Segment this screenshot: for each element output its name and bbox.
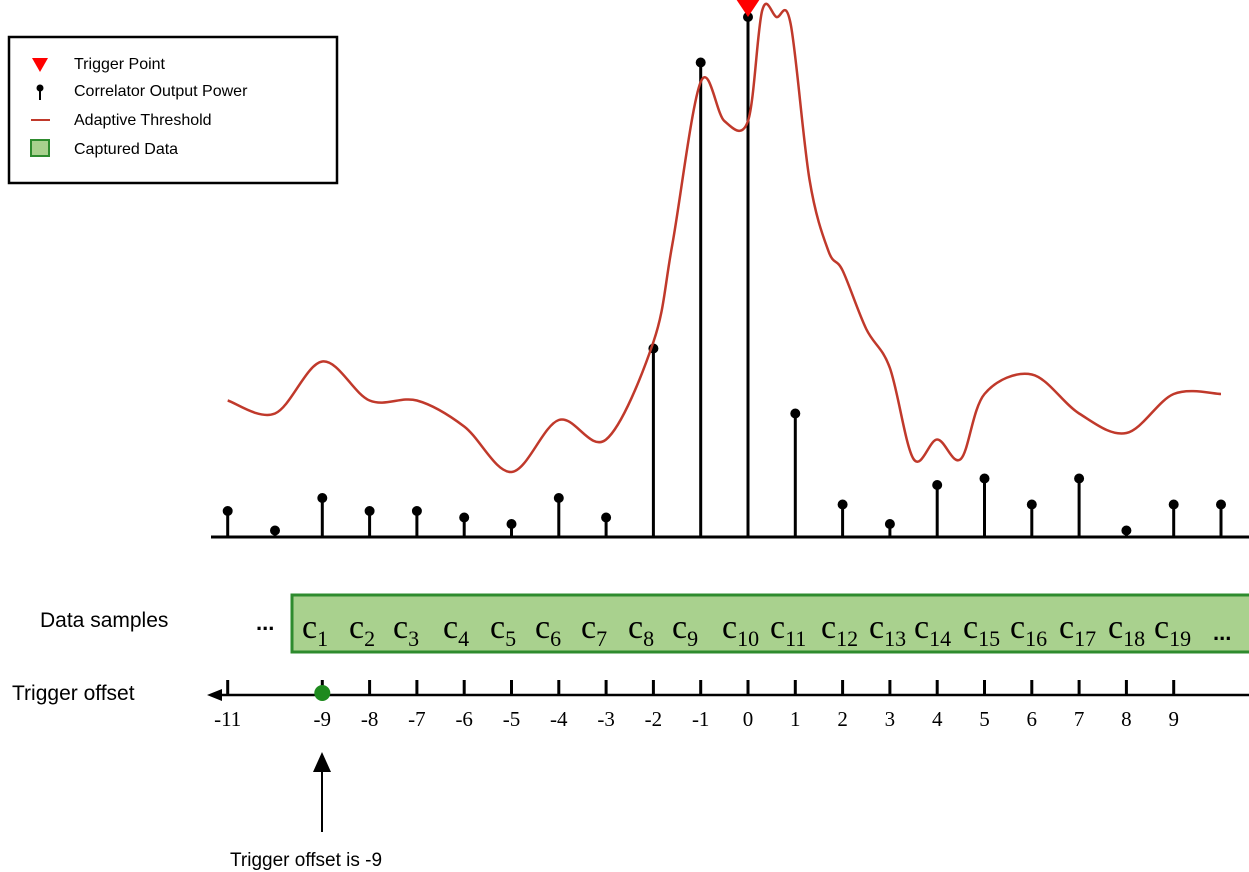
axis-tick-label: 7	[1074, 707, 1085, 731]
correlator-stem-head	[601, 512, 612, 523]
stems-group	[222, 12, 1226, 537]
green-box-icon	[30, 139, 50, 157]
correlator-stem-head	[932, 480, 943, 490]
axis-tick-label: -3	[597, 707, 615, 731]
correlator-stem-head	[317, 493, 328, 503]
correlator-stem-head	[1216, 499, 1226, 510]
ellipsis-right: ...	[1213, 620, 1231, 645]
legend-label-trigger: Trigger Point	[74, 56, 166, 73]
trigger-offset-label: Trigger offset	[12, 682, 135, 705]
legend-label-captured: Captured Data	[74, 141, 178, 158]
axis-tick-label: -7	[408, 707, 426, 731]
axis-tick-label: -8	[361, 707, 379, 731]
data-sample: c15	[963, 609, 1000, 651]
correlator-stem-head	[884, 519, 895, 529]
axis-ticks-group: -11 -9 -8 -7 -6 -5 -4 -3 -2 -1 0 1 2 3 4 5 6 7 8 9	[214, 680, 1179, 731]
correlator-stem-head	[695, 57, 706, 68]
legend-label-correlator: Correlator Output Power	[74, 83, 248, 100]
correlator-stem-head	[364, 506, 375, 516]
legend-label-threshold: Adaptive Threshold	[74, 112, 212, 129]
data-sample: c19	[1154, 609, 1191, 651]
red-triangle-icon	[32, 58, 48, 72]
correlator-stem-head	[222, 506, 233, 516]
axis-tick-label: 6	[1027, 707, 1038, 731]
stem-icon-head	[36, 84, 44, 92]
data-sample: c1	[302, 609, 328, 651]
correlator-stem-head	[553, 493, 564, 503]
correlator-stem-head	[979, 473, 990, 484]
correlator-stem-head	[1074, 473, 1085, 484]
axis-tick-label: -9	[314, 707, 332, 731]
axis-tick-label: 5	[979, 707, 990, 731]
samples-group: c1 c2 c3 c4 c5 c6 c7 c8 c9 c10 c11 c12 c13 c14 c15 c16 c…	[302, 609, 1191, 651]
correlator-stem-head	[1121, 525, 1132, 536]
correlator-stem-head	[1168, 499, 1179, 510]
axis-tick-label: 1	[790, 707, 801, 731]
data-sample: c8	[628, 609, 654, 651]
axis-tick-label: 4	[932, 707, 943, 731]
data-sample: c3	[393, 609, 419, 651]
axis-tick-label: -11	[214, 707, 241, 731]
legend-box	[7, 35, 339, 185]
correlator-stem-head	[1026, 499, 1037, 510]
axis-tick-label: -6	[455, 707, 473, 731]
data-sample: c6	[535, 609, 561, 651]
data-sample: c10	[722, 609, 759, 651]
axis-tick-label: -2	[645, 707, 663, 731]
data-sample: c9	[672, 609, 698, 651]
axis-tick-label: -1	[692, 707, 710, 731]
correlator-stem-head	[270, 525, 280, 536]
data-sample: c4	[443, 609, 469, 651]
axis-tick-label: -5	[503, 707, 521, 731]
correlator-stem-head	[411, 506, 422, 516]
data-sample: c2	[349, 609, 375, 651]
axis-tick-label: 0	[743, 707, 754, 731]
data-sample: c11	[770, 609, 806, 651]
annotation-text: Trigger offset is -9	[230, 850, 382, 871]
trigger-point-icon	[736, 0, 760, 17]
axis-arrow-left-icon	[207, 689, 222, 701]
data-samples-label: Data samples	[40, 609, 168, 632]
correlator-stem-head	[837, 499, 848, 510]
axis-tick-label: -4	[550, 707, 568, 731]
data-sample: c13	[869, 609, 906, 651]
data-sample: c18	[1108, 609, 1145, 651]
arrow-up-icon	[313, 752, 331, 772]
data-sample: c5	[490, 609, 516, 651]
data-sample: c17	[1059, 609, 1096, 651]
data-sample: c7	[581, 609, 607, 651]
selected-offset-marker	[314, 685, 331, 701]
correlator-stem-head	[790, 408, 801, 419]
legend: Trigger Point Correlator Output Power Ad…	[7, 35, 339, 185]
axis-tick-label: 3	[885, 707, 896, 731]
axis-tick-label: 9	[1168, 707, 1179, 731]
data-sample: c14	[914, 609, 951, 651]
data-sample: c16	[1010, 609, 1047, 651]
captured-data-box	[290, 593, 1249, 654]
data-sample: c12	[821, 609, 858, 651]
axis-tick-label: 8	[1121, 707, 1132, 731]
adaptive-threshold-curve	[227, 2, 1222, 474]
ellipsis-left: ...	[256, 610, 274, 635]
correlator-stem-head	[459, 512, 470, 523]
correlator-stem-head	[506, 519, 517, 529]
axis-tick-label: 2	[837, 707, 848, 731]
